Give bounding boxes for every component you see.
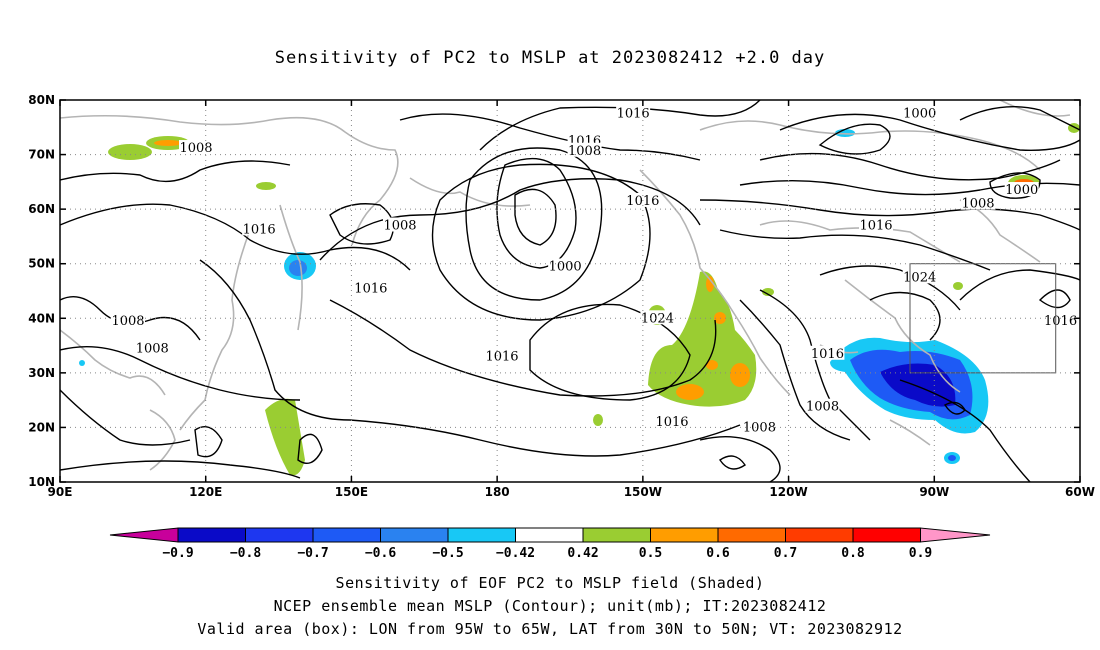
contour-label: 1000 bbox=[1005, 183, 1038, 198]
footer-line-1: Sensitivity of EOF PC2 to MSLP field (Sh… bbox=[335, 574, 765, 592]
colorbar-segment bbox=[380, 527, 449, 543]
contour-label: 1008 bbox=[136, 341, 169, 356]
colorbar-segment bbox=[447, 527, 516, 543]
colorbar-label: −0.7 bbox=[297, 546, 328, 561]
lat-tick-label: 40N bbox=[28, 311, 55, 325]
colorbar: −0.9 −0.8 −0.7 −0.6 −0.5 −0.42 0.42 0.5 0.6 0.7 0.… bbox=[109, 527, 991, 561]
contour-label: 1008 bbox=[568, 144, 601, 159]
lat-tick-label: 60N bbox=[28, 202, 55, 216]
colorbar-low-extend bbox=[109, 527, 179, 543]
colorbar-segment bbox=[717, 527, 786, 543]
colorbar-label: 0.7 bbox=[774, 546, 797, 561]
lon-tick-label: 120E bbox=[189, 485, 222, 499]
footer-line-3: Valid area (box): LON from 95W to 65W, L… bbox=[197, 620, 903, 638]
lon-tick-label: 90E bbox=[48, 485, 73, 499]
map-frame bbox=[59, 99, 1081, 483]
contour-labels: 1016 1000 1016 1008 1008 1016 1000 1008 1016 1016… bbox=[111, 105, 1078, 435]
contour-label: 1008 bbox=[806, 400, 839, 415]
contour-label: 1016 bbox=[859, 219, 892, 234]
colorbar-segment bbox=[852, 527, 921, 543]
lon-tick-label: 150W bbox=[624, 485, 662, 499]
colorbar-label: −0.42 bbox=[496, 546, 535, 561]
map-title: Sensitivity of PC2 to MSLP at 2023082412… bbox=[274, 48, 826, 68]
contour-label: 1008 bbox=[179, 141, 212, 156]
lat-tick-label: 10N bbox=[28, 475, 55, 489]
colorbar-segment bbox=[785, 527, 854, 543]
colorbar-segment bbox=[177, 527, 246, 543]
contour-label: 1016 bbox=[243, 222, 276, 237]
colorbar-segment bbox=[515, 527, 584, 543]
contour-label: 1008 bbox=[383, 219, 416, 234]
footer-line-2: NCEP ensemble mean MSLP (Contour); unit(… bbox=[273, 597, 827, 615]
lon-tick-label: 180 bbox=[485, 485, 510, 499]
contour-label: 1016 bbox=[1044, 314, 1077, 329]
colorbar-segment bbox=[312, 527, 381, 543]
contour-label: 1024 bbox=[641, 311, 674, 326]
lat-tick-label: 80N bbox=[28, 93, 55, 107]
contour-label: 1016 bbox=[811, 347, 844, 362]
lon-tick-label: 120W bbox=[769, 485, 807, 499]
colorbar-high-extend bbox=[920, 527, 991, 543]
contour-label: 1016 bbox=[354, 281, 387, 296]
colorbar-label: 0.9 bbox=[909, 546, 932, 561]
lat-tick-label: 50N bbox=[28, 257, 55, 271]
colorbar-label: −0.5 bbox=[432, 546, 463, 561]
contour-label: 1008 bbox=[743, 420, 776, 435]
lon-tick-label: 150E bbox=[335, 485, 368, 499]
contour-label: 1008 bbox=[961, 197, 994, 212]
lat-tick-label: 30N bbox=[28, 366, 55, 380]
contour-label: 1016 bbox=[626, 194, 659, 209]
colorbar-label: 0.5 bbox=[639, 546, 662, 561]
lon-tick-label: 60W bbox=[1065, 485, 1095, 499]
colorbar-segment bbox=[245, 527, 314, 543]
contour-label: 1016 bbox=[617, 107, 650, 122]
contour-label: 1024 bbox=[903, 270, 936, 285]
colorbar-label: −0.6 bbox=[365, 546, 396, 561]
colorbar-segment bbox=[582, 527, 651, 543]
lat-tick-label: 70N bbox=[28, 148, 55, 162]
colorbar-label: −0.8 bbox=[230, 546, 261, 561]
colorbar-label: 0.42 bbox=[567, 546, 598, 561]
lat-tick-label: 20N bbox=[28, 420, 55, 434]
contour-label: 1016 bbox=[655, 415, 688, 430]
contour-label: 1000 bbox=[903, 107, 936, 122]
contour-label: 1000 bbox=[549, 259, 582, 274]
coastlines bbox=[60, 100, 1071, 471]
contour-label: 1008 bbox=[111, 314, 144, 329]
colorbar-segment bbox=[650, 527, 719, 543]
colorbar-label: 0.8 bbox=[841, 546, 865, 561]
lat-lon-grid bbox=[60, 100, 1080, 482]
colorbar-label: −0.9 bbox=[162, 546, 193, 561]
contour-label: 1016 bbox=[485, 349, 518, 364]
colorbar-label: 0.6 bbox=[706, 546, 730, 561]
lon-tick-label: 90W bbox=[919, 485, 949, 499]
